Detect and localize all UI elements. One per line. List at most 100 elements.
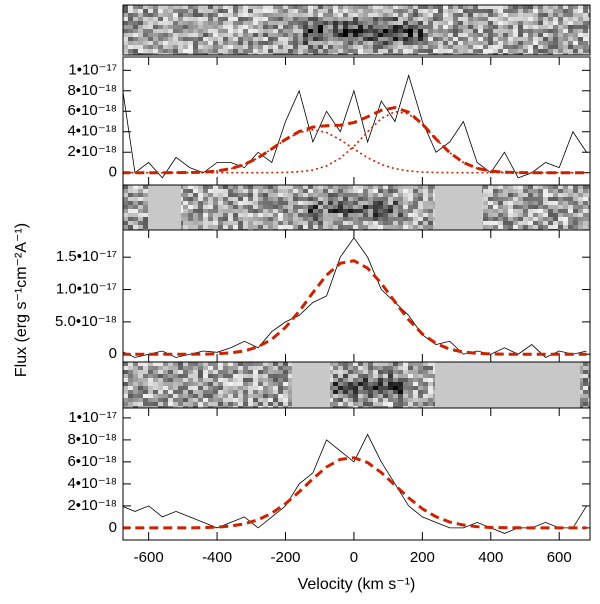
noise-pixel (338, 406, 343, 408)
noise-pixel (198, 370, 203, 374)
noise-pixel (233, 221, 238, 225)
noise-pixel (128, 49, 133, 53)
noise-pixel (418, 13, 423, 17)
noise-pixel (248, 390, 253, 394)
noise-pixel (303, 205, 308, 209)
noise-pixel (508, 53, 513, 55)
noise-pixel (133, 370, 138, 374)
noise-pixel (293, 9, 298, 13)
noise-pixel (253, 394, 258, 398)
noise-pixel (328, 197, 333, 201)
noise-pixel (578, 185, 583, 189)
noise-pixel (403, 9, 408, 13)
noise-pixel (393, 41, 398, 45)
noise-pixel (138, 13, 143, 17)
noise-pixel (148, 45, 153, 49)
noise-pixel (588, 366, 590, 370)
noise-pixel (513, 9, 518, 13)
noise-pixel (568, 21, 573, 25)
noise-pixel (328, 33, 333, 37)
noise-pixel (363, 33, 368, 37)
noise-pixel (168, 29, 173, 33)
noise-pixel (143, 193, 148, 197)
noise-pixel (213, 205, 218, 209)
noise-pixel (228, 37, 233, 41)
noise-pixel (188, 17, 193, 21)
noise-pixel (223, 9, 228, 13)
noise-pixel (328, 402, 333, 406)
noise-pixel (523, 21, 528, 25)
noise-pixel (318, 217, 323, 221)
noise-pixel (533, 217, 538, 221)
noise-pixel (288, 33, 293, 37)
noise-pixel (268, 189, 273, 193)
noise-pixel (178, 49, 183, 53)
noise-pixel (128, 370, 133, 374)
noise-pixel (358, 189, 363, 193)
noise-pixel (338, 366, 343, 370)
noise-pixel (348, 205, 353, 209)
noise-pixel (528, 213, 533, 217)
noise-pixel (413, 5, 418, 9)
noise-pixel (228, 398, 233, 402)
noise-pixel (293, 197, 298, 201)
noise-pixel (448, 33, 453, 37)
noise-pixel (238, 193, 243, 197)
noise-pixel (348, 362, 353, 366)
noise-pixel (223, 197, 228, 201)
noise-pixel (353, 390, 358, 394)
noise-pixel (448, 49, 453, 53)
noise-pixel (338, 189, 343, 193)
noise-pixel (328, 390, 333, 394)
noise-pixel (408, 33, 413, 37)
noise-pixel (198, 213, 203, 217)
noise-pixel (403, 21, 408, 25)
noise-pixel (193, 217, 198, 221)
noise-pixel (178, 45, 183, 49)
noise-pixel (158, 362, 163, 366)
noise-pixel (393, 209, 398, 213)
noise-pixel (193, 406, 198, 408)
noise-pixel (518, 213, 523, 217)
noise-pixel (458, 21, 463, 25)
noise-pixel (423, 390, 428, 394)
noise-pixel (303, 25, 308, 29)
noise-pixel (348, 221, 353, 225)
noise-pixel (223, 201, 228, 205)
noise-pixel (413, 17, 418, 21)
noise-pixel (203, 49, 208, 53)
noise-pixel (588, 402, 590, 406)
noise-pixel (133, 209, 138, 213)
noise-pixel (183, 209, 188, 213)
noise-pixel (123, 221, 128, 225)
noise-pixel (378, 185, 383, 189)
noise-pixel (563, 37, 568, 41)
noise-pixel (208, 45, 213, 49)
noise-pixel (268, 394, 273, 398)
noise-pixel (183, 382, 188, 386)
noise-pixel (238, 29, 243, 33)
noise-pixel (588, 217, 590, 221)
noise-pixel (383, 402, 388, 406)
noise-pixel (573, 189, 578, 193)
noise-pixel (588, 390, 590, 394)
noise-pixel (193, 213, 198, 217)
noise-pixel (483, 201, 488, 205)
noise-pixel (373, 390, 378, 394)
noise-pixel (213, 406, 218, 408)
noise-pixel (258, 193, 263, 197)
noise-pixel (418, 205, 423, 209)
noise-pixel (413, 374, 418, 378)
noise-pixel (548, 197, 553, 201)
noise-pixel (453, 9, 458, 13)
noise-pixel (233, 386, 238, 390)
noise-pixel (268, 13, 273, 17)
noise-pixel (413, 217, 418, 221)
noise-pixel (333, 406, 338, 408)
noise-pixel (508, 9, 513, 13)
noise-pixel (563, 185, 568, 189)
noise-pixel (403, 197, 408, 201)
noise-pixel (523, 13, 528, 17)
y-tick-label: 8•10⁻¹⁸ (67, 431, 117, 448)
noise-pixel (408, 398, 413, 402)
